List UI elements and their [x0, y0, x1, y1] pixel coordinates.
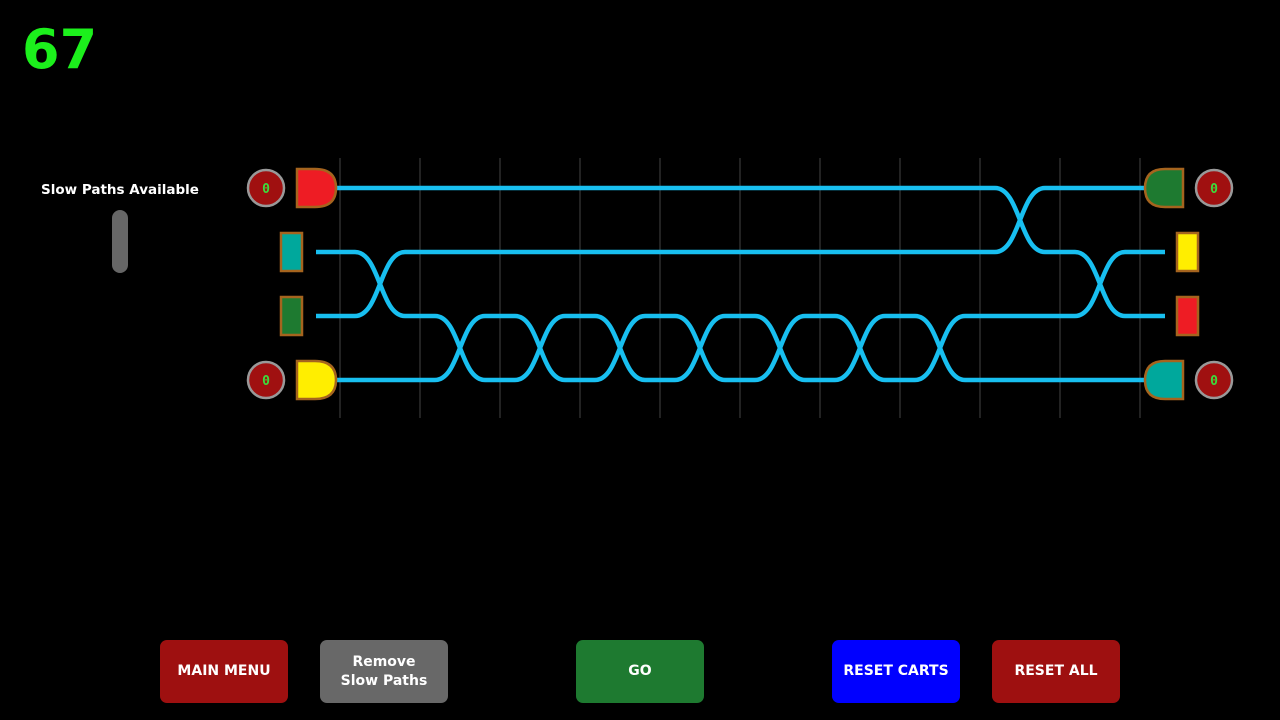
- right-gate[interactable]: [1143, 167, 1185, 209]
- track-crossing[interactable]: [740, 313, 820, 383]
- track-crossing[interactable]: [660, 313, 740, 383]
- counter-value: 0: [262, 374, 270, 389]
- track-crossing[interactable]: [420, 313, 500, 383]
- counter-badge: [1194, 168, 1234, 208]
- reset-carts-button[interactable]: RESET CARTS: [832, 640, 960, 703]
- left-gate[interactable]: [295, 359, 338, 401]
- reset-all-button[interactable]: RESET ALL: [992, 640, 1120, 703]
- counter-value: 0: [1210, 182, 1218, 197]
- track-crossing[interactable]: [1060, 249, 1140, 319]
- main-menu-button[interactable]: MAIN MENU: [160, 640, 288, 703]
- remove-slow-paths-button[interactable]: Remove Slow Paths: [320, 640, 448, 703]
- counter-badge: [1194, 360, 1234, 400]
- slow-paths-label: Slow Paths Available: [41, 182, 199, 198]
- cart[interactable]: [1175, 231, 1200, 273]
- counter-badge: [246, 360, 286, 400]
- counter-value: 0: [1210, 374, 1218, 389]
- track-crossing[interactable]: [500, 313, 580, 383]
- score-display: 67: [22, 18, 98, 81]
- track-crossing[interactable]: [580, 313, 660, 383]
- right-gate[interactable]: [1143, 359, 1185, 401]
- track-crossing[interactable]: [980, 185, 1060, 255]
- cart[interactable]: [1175, 295, 1200, 337]
- counter-badge: [246, 168, 286, 208]
- track-crossing[interactable]: [340, 249, 420, 319]
- cart[interactable]: [279, 295, 304, 337]
- track-crossing[interactable]: [900, 313, 980, 383]
- go-button[interactable]: GO: [576, 640, 704, 703]
- left-gate[interactable]: [295, 167, 338, 209]
- slow-paths-meter: [112, 210, 128, 273]
- cart[interactable]: [279, 231, 304, 273]
- track-crossing[interactable]: [820, 313, 900, 383]
- counter-value: 0: [262, 182, 270, 197]
